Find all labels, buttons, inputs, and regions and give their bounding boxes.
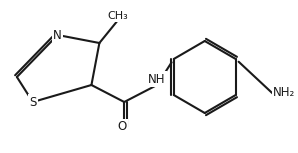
Text: N: N [53, 28, 62, 41]
Text: S: S [29, 95, 36, 108]
Text: CH₃: CH₃ [107, 11, 128, 21]
Text: NH: NH [148, 73, 166, 86]
Text: O: O [118, 121, 127, 134]
Text: NH₂: NH₂ [273, 86, 295, 99]
